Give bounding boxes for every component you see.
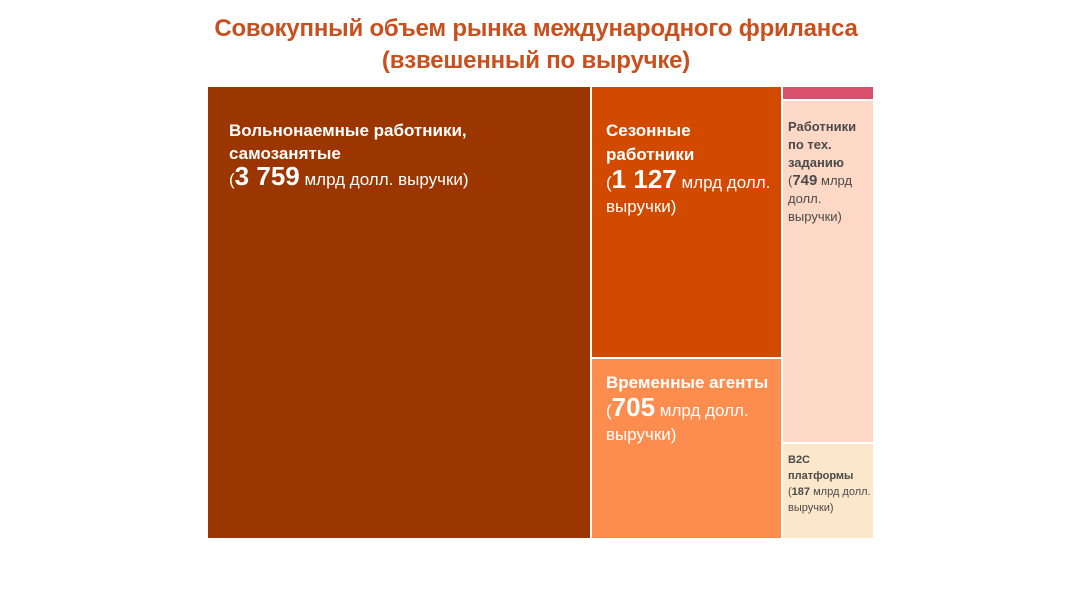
tile-freelancers-paren: ( [229, 170, 235, 189]
tile-b2c-name: B2C платформы [788, 454, 854, 482]
tile-tech-task-name: Работники по тех. заданию [788, 119, 857, 170]
tile-b2c: B2C платформы (187 млрд долл. выручки) [783, 444, 873, 538]
tile-b2c-paren: ( [788, 486, 792, 498]
tile-seasonal-value: 1 127 [611, 164, 677, 194]
tile-tech-task-label: Работники по тех. заданию (749 млрд долл… [788, 118, 872, 226]
tile-seasonal-unit: млрд долл. выручки) [606, 173, 771, 216]
tile-freelancers-name: Вольнонаемные работники, самозанятые [229, 121, 467, 163]
tile-temp-agents-label: Временные агенты (705 млрд долл. выручки… [606, 371, 771, 447]
tile-temp-agents-name: Временные агенты [606, 373, 769, 392]
tile-seasonal-label: Сезонные работники (1 127 млрд долл. выр… [606, 119, 771, 219]
chart-title-line-1: Совокупный объем рынка международного фр… [214, 15, 858, 42]
tile-b2c-unit: млрд долл. выручки) [788, 486, 871, 514]
tile-b2c-label: B2C платформы (187 млрд долл. выручки) [788, 452, 872, 516]
tile-freelancers-value: 3 759 [234, 161, 300, 191]
tile-temp-agents-paren: ( [606, 401, 612, 420]
tile-seasonal: Сезонные работники (1 127 млрд долл. выр… [592, 87, 781, 357]
tile-seasonal-name: Сезонные работники [606, 121, 695, 164]
tile-temp-agents-unit: млрд долл. выручки) [606, 401, 749, 444]
tile-freelancers-unit: млрд долл. выручки) [304, 170, 469, 189]
tile-tech-task: Работники по тех. заданию (749 млрд долл… [783, 101, 873, 442]
tile-seasonal-paren: ( [606, 173, 612, 192]
tile-temp-agents-value: 705 [611, 392, 656, 422]
chart-title-line-2: (взвешенный по выручке) [381, 47, 691, 74]
tile-tech-task-value: 749 [792, 172, 818, 189]
chart-title: Совокупный объем рынка международного фр… [0, 13, 1072, 77]
tile-freelancers: Вольнонаемные работники, самозанятые (3 … [208, 87, 590, 538]
tile-freelancers-label: Вольнонаемные работники, самозанятые (3 … [229, 119, 569, 191]
tile-other [783, 87, 873, 99]
tile-temp-agents: Временные агенты (705 млрд долл. выручки… [592, 359, 781, 538]
tile-tech-task-unit: млрд долл. выручки) [788, 173, 853, 224]
tile-b2c-value: 187 [791, 486, 811, 498]
tile-tech-task-paren: ( [788, 173, 793, 188]
